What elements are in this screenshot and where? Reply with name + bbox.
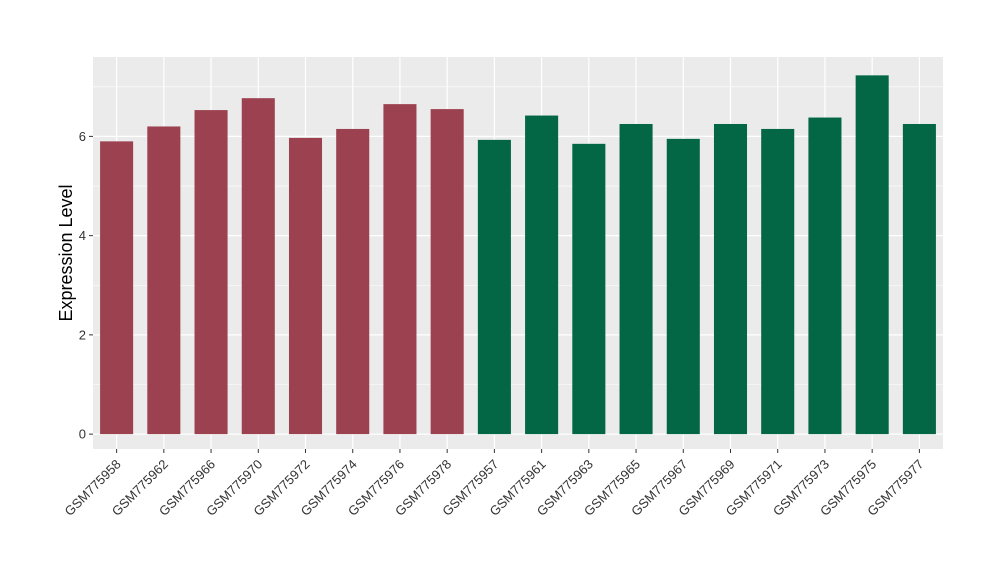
bar-GSM775973: [808, 117, 842, 435]
bar-GSM775963: [572, 143, 606, 435]
bar-GSM775965: [619, 123, 653, 435]
plot-panel: [93, 57, 943, 449]
y-tick-label: 4: [79, 228, 86, 243]
bar-GSM775957: [477, 139, 511, 435]
bar-GSM775967: [666, 138, 700, 435]
bar-GSM775976: [383, 104, 417, 435]
bar-GSM775971: [761, 128, 795, 435]
bar-GSM775974: [336, 128, 370, 435]
bar-GSM775961: [525, 115, 559, 435]
y-axis: 0 2 4 6: [79, 129, 93, 442]
bars: [100, 75, 936, 435]
bar-GSM775970: [241, 98, 275, 435]
bar-GSM775977: [902, 123, 936, 435]
x-axis: GSM775958GSM775962GSM775966GSM775970GSM7…: [62, 449, 927, 519]
bar-GSM775966: [194, 110, 228, 435]
bar-GSM775978: [430, 109, 464, 435]
bar-GSM775958: [100, 141, 134, 435]
y-tick-label: 0: [79, 427, 86, 442]
bar-GSM775962: [147, 126, 181, 435]
y-tick-label: 6: [79, 129, 86, 144]
bar-GSM775972: [288, 137, 323, 435]
y-axis-title: Expression Level: [56, 184, 76, 321]
bar-GSM775969: [713, 123, 748, 435]
y-tick-label: 2: [79, 327, 86, 342]
bar-GSM775975: [855, 75, 889, 435]
